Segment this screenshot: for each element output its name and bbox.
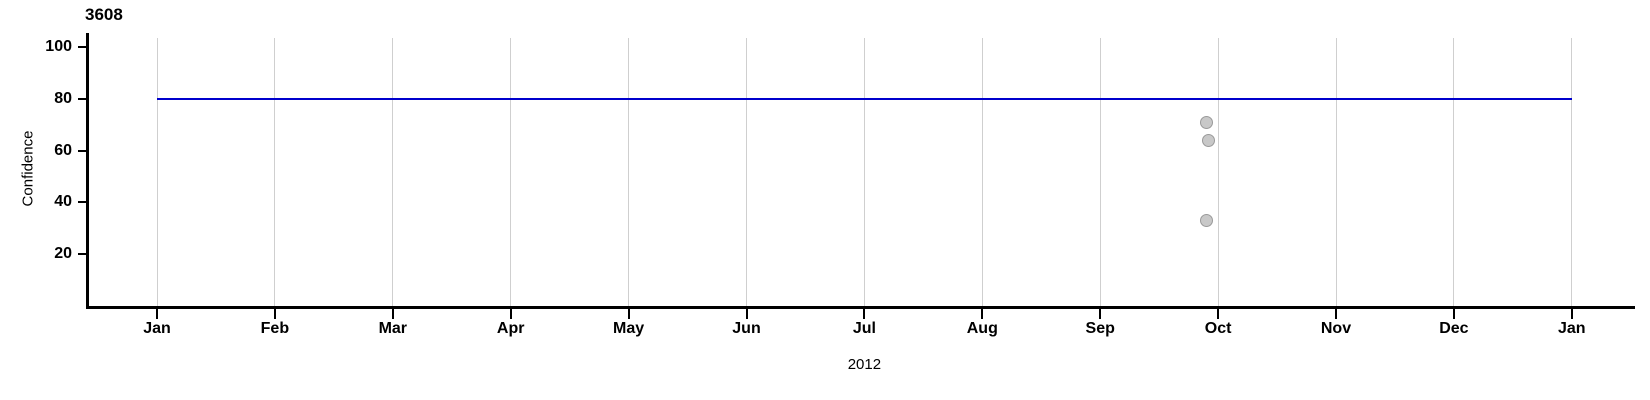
x-tick-label-jan-12: Jan (1558, 320, 1586, 337)
y-tick-label-100: 100 (45, 38, 72, 55)
y-tick-label-60: 60 (54, 141, 72, 159)
y-tick-label-40: 40 (54, 193, 72, 211)
x-tick-mark-jun-5 (745, 309, 748, 319)
y-tick-mark-40 (78, 201, 87, 204)
x-tick-mark-nov-10 (1335, 309, 1337, 319)
x-tick-mark-oct-9 (1217, 309, 1220, 319)
gridline-may-4 (628, 38, 630, 306)
data-point (1202, 133, 1216, 147)
x-tick-label-mar-2: Mar (378, 320, 408, 337)
x-tick-label-apr-3: Apr (496, 320, 525, 337)
gridline-dec-11 (1453, 38, 1455, 306)
chart-title: 3608 (85, 5, 123, 24)
x-tick-label-jul-6: Jul (852, 320, 876, 337)
y-tick-mark-20 (78, 253, 87, 255)
x-tick-mark-may-4 (627, 309, 630, 319)
data-point (1199, 213, 1213, 227)
gridline-jul-6 (863, 38, 865, 306)
gridline-jun-5 (746, 38, 747, 306)
x-tick-label-feb-1: Feb (260, 320, 290, 337)
x-tick-label-oct-9: Oct (1204, 320, 1232, 337)
x-tick-mark-feb-1 (273, 309, 276, 319)
x-tick-mark-apr-3 (509, 309, 512, 319)
gridline-sep-8 (1099, 38, 1101, 306)
y-tick-mark-80 (78, 97, 87, 100)
confidence-threshold-line (157, 97, 1572, 100)
gridline-jan-12 (1571, 38, 1573, 306)
gridline-aug-7 (981, 38, 983, 306)
gridline-nov-10 (1335, 38, 1337, 306)
x-tick-label-may-4: May (613, 320, 645, 337)
x-tick-mark-jul-6 (863, 309, 866, 319)
data-point (1199, 115, 1213, 129)
gridline-feb-1 (274, 38, 276, 306)
x-tick-mark-mar-2 (391, 309, 394, 319)
x-tick-mark-aug-7 (981, 309, 984, 319)
x-tick-label-jan-0: Jan (143, 320, 171, 337)
y-tick-mark-100 (78, 46, 87, 48)
gridline-mar-2 (392, 38, 394, 306)
y-tick-label-80: 80 (54, 89, 72, 107)
x-axis-line (86, 306, 1635, 309)
y-axis-line (86, 33, 89, 309)
x-tick-mark-sep-8 (1099, 309, 1102, 319)
x-tick-mark-jan-12 (1570, 309, 1573, 319)
gridline-jan-0 (156, 38, 158, 306)
x-tick-label-dec-11: Dec (1439, 320, 1469, 337)
gridline-apr-3 (510, 38, 512, 306)
x-tick-label-jun-5: Jun (732, 320, 761, 337)
y-axis-title: Confidence (19, 130, 37, 207)
x-axis-title: 2012 (847, 356, 882, 373)
gridline-oct-9 (1217, 38, 1219, 306)
x-tick-label-nov-10: Nov (1320, 320, 1352, 337)
y-tick-mark-60 (78, 149, 87, 152)
y-tick-label-20: 20 (54, 245, 72, 262)
x-tick-label-sep-8: Sep (1085, 320, 1115, 337)
x-tick-mark-jan-0 (156, 309, 158, 319)
x-tick-label-aug-7: Aug (966, 320, 998, 337)
x-tick-mark-dec-11 (1452, 309, 1455, 319)
